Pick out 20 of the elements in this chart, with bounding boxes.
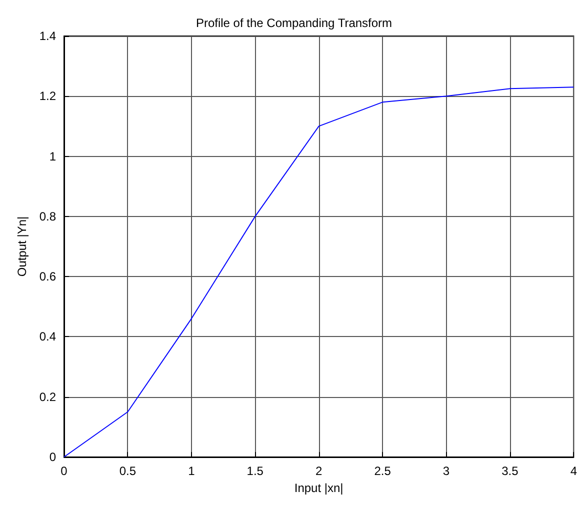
x-tick-label: 2 xyxy=(315,464,322,478)
y-tick-label: 0 xyxy=(49,450,56,464)
chart-title: Profile of the Companding Transform xyxy=(196,16,392,30)
y-tick-label: 0.4 xyxy=(39,330,56,344)
x-tick-label: 1.5 xyxy=(246,464,264,478)
y-axis-title: Output |Yn| xyxy=(15,216,29,277)
x-tick-label: 0.5 xyxy=(119,464,136,478)
x-tick-label: 3 xyxy=(442,464,450,478)
x-tick-label: 1 xyxy=(188,464,196,478)
y-tick-label: 1 xyxy=(49,149,56,164)
x-tick-label: 2.5 xyxy=(374,464,392,478)
x-axis-title: Input |xn| xyxy=(294,480,344,495)
y-tick-label: 0.6 xyxy=(39,270,56,284)
y-tick-label: 0.2 xyxy=(39,390,56,404)
x-tick-label: 4 xyxy=(570,464,578,478)
y-tick-label: 1.2 xyxy=(39,89,56,104)
y-tick-label: 1.4 xyxy=(39,29,56,43)
x-tick-label: 0 xyxy=(60,464,68,478)
x-tick-label: 3.5 xyxy=(502,464,519,478)
y-tick-label: 0.8 xyxy=(39,209,56,224)
